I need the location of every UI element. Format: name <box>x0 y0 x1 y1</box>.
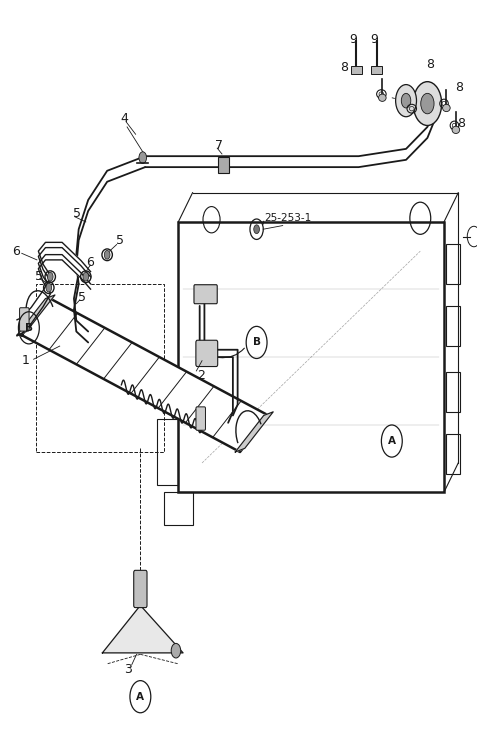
Circle shape <box>139 152 146 163</box>
Circle shape <box>171 643 180 658</box>
Text: 8: 8 <box>455 81 463 94</box>
Ellipse shape <box>379 94 386 102</box>
Circle shape <box>83 272 89 281</box>
Bar <box>164 492 192 525</box>
Circle shape <box>254 224 260 233</box>
Circle shape <box>48 272 53 281</box>
Bar <box>446 434 460 474</box>
FancyBboxPatch shape <box>194 285 217 304</box>
FancyBboxPatch shape <box>196 407 205 431</box>
Text: B: B <box>25 323 33 333</box>
FancyBboxPatch shape <box>196 340 218 367</box>
Circle shape <box>401 93 411 108</box>
Text: 9: 9 <box>349 33 357 46</box>
FancyBboxPatch shape <box>20 308 29 331</box>
Bar <box>446 244 460 284</box>
FancyBboxPatch shape <box>134 570 147 608</box>
Bar <box>350 66 362 74</box>
Text: 6: 6 <box>12 244 20 258</box>
Bar <box>218 157 229 173</box>
Text: 2: 2 <box>197 369 205 382</box>
Circle shape <box>421 93 434 114</box>
Bar <box>36 284 164 452</box>
Text: 7: 7 <box>216 138 223 152</box>
Text: B: B <box>252 337 261 347</box>
Text: 5: 5 <box>35 270 43 283</box>
Text: A: A <box>136 692 144 701</box>
Polygon shape <box>102 606 183 653</box>
Polygon shape <box>235 412 273 452</box>
Text: 8: 8 <box>341 60 348 74</box>
Text: 8: 8 <box>426 58 434 71</box>
Polygon shape <box>22 299 268 452</box>
Bar <box>157 419 179 485</box>
Text: A: A <box>388 436 396 446</box>
Text: 5: 5 <box>78 291 86 304</box>
Text: 8: 8 <box>457 117 465 130</box>
Text: 3: 3 <box>124 663 132 676</box>
Circle shape <box>46 283 52 292</box>
Ellipse shape <box>443 105 450 112</box>
Text: 9: 9 <box>371 33 378 46</box>
Polygon shape <box>17 295 55 335</box>
Ellipse shape <box>452 126 460 133</box>
Text: 6: 6 <box>86 255 94 269</box>
Circle shape <box>413 82 442 126</box>
Circle shape <box>104 250 110 259</box>
Circle shape <box>396 85 417 117</box>
Text: 5: 5 <box>73 207 81 219</box>
Text: 4: 4 <box>120 112 128 124</box>
Text: 5: 5 <box>116 234 124 247</box>
Bar <box>179 222 444 492</box>
Polygon shape <box>38 242 91 293</box>
Text: 25-253-1: 25-253-1 <box>264 213 312 222</box>
Bar <box>446 372 460 412</box>
Bar <box>446 306 460 346</box>
Polygon shape <box>17 278 50 336</box>
Bar <box>371 66 383 74</box>
Text: 1: 1 <box>22 354 30 367</box>
